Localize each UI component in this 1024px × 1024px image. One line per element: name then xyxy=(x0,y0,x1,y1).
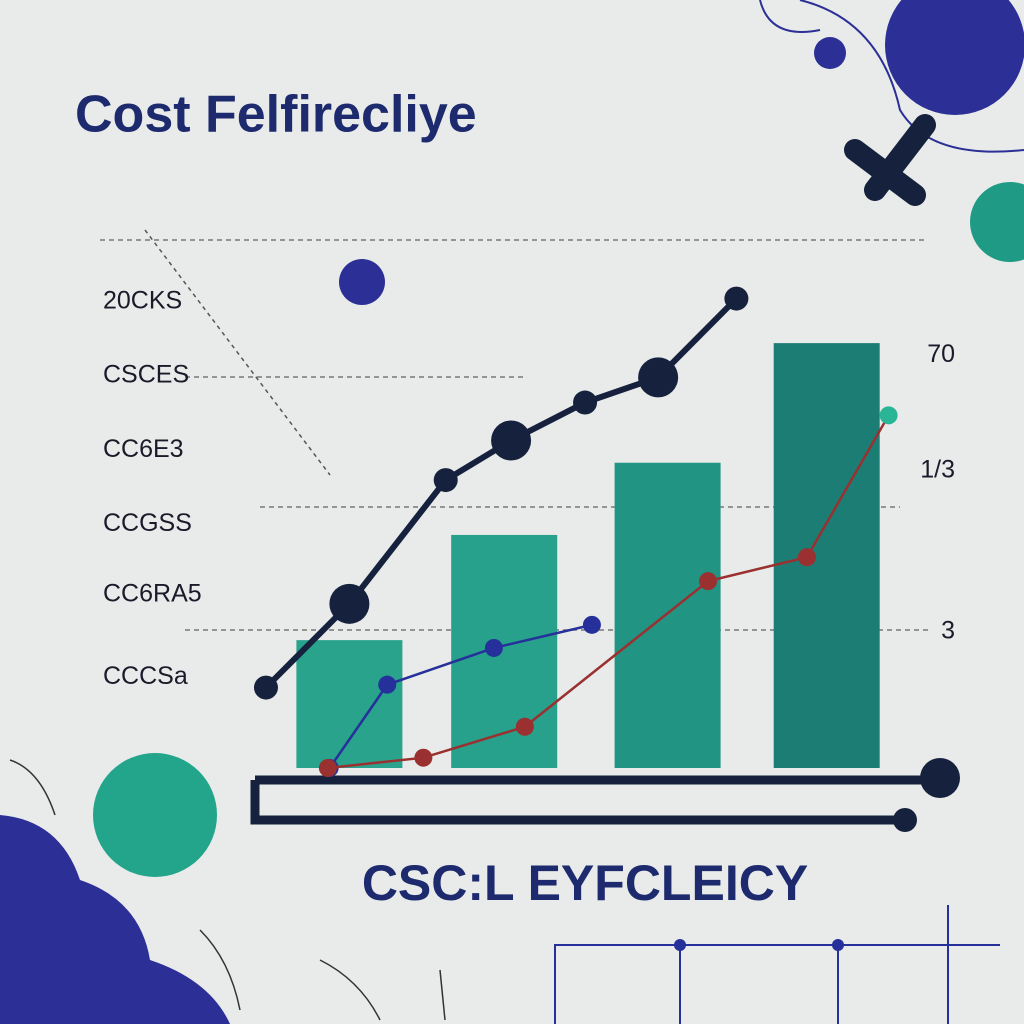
plot: 20CKS CSCES CC6E3 CCGSS CC6RA5 CCCSa 70 1/3 3 xyxy=(103,286,955,777)
chart-title: Cost Felfirecliye xyxy=(75,86,477,144)
y2-tick-label: 3 xyxy=(941,616,955,644)
point xyxy=(515,717,534,736)
deco-curve xyxy=(9,759,446,1021)
line xyxy=(327,414,890,770)
deco-circle xyxy=(93,753,217,877)
y2-tick-label: 70 xyxy=(927,340,955,368)
point xyxy=(491,420,532,461)
deco-arrow xyxy=(144,229,331,476)
deco-circle xyxy=(970,182,1024,262)
y-tick-label: CCGSS xyxy=(103,509,192,537)
point xyxy=(253,675,278,700)
point xyxy=(582,615,601,634)
deco-curve xyxy=(759,0,1024,153)
y-tick-label: CSCES xyxy=(103,361,189,389)
point xyxy=(573,390,598,415)
deco-dot xyxy=(893,808,917,832)
y-tick-label: CC6E3 xyxy=(103,435,184,463)
point xyxy=(879,406,898,425)
point xyxy=(329,583,370,624)
point xyxy=(797,548,816,567)
y-tick-label: 20CKS xyxy=(103,286,182,314)
bar xyxy=(296,640,403,768)
y-tick-label: CCCSa xyxy=(103,662,188,690)
point xyxy=(699,572,718,591)
deco-cross xyxy=(844,114,936,206)
baseline-frame xyxy=(250,775,940,825)
bar xyxy=(451,534,558,768)
point xyxy=(433,468,458,493)
bar xyxy=(773,343,880,768)
deco-grid xyxy=(554,905,1000,1024)
point xyxy=(414,748,433,767)
y2-tick-label: 1/3 xyxy=(920,456,955,484)
y-tick-label: CC6RA5 xyxy=(103,579,202,607)
point xyxy=(724,286,749,311)
point xyxy=(638,357,679,398)
deco-blob xyxy=(0,815,230,1024)
deco-circle xyxy=(885,0,1024,115)
deco-dot xyxy=(674,939,686,951)
deco-circle xyxy=(339,259,385,305)
line xyxy=(328,623,593,769)
deco-dot xyxy=(920,758,960,798)
deco-dot xyxy=(832,939,844,951)
deco-circle xyxy=(814,37,846,69)
point xyxy=(378,675,397,694)
chart-caption: CSC:L EYFCLEICY xyxy=(362,855,808,911)
bar xyxy=(614,462,721,768)
point xyxy=(484,638,503,657)
point xyxy=(318,759,337,777)
